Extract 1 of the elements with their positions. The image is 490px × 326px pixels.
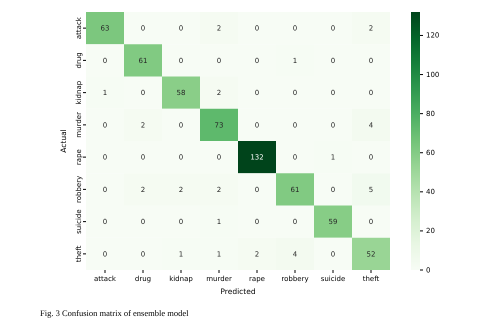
caption: Fig. 3 Confusion matrix of ensemble model: [40, 308, 190, 318]
